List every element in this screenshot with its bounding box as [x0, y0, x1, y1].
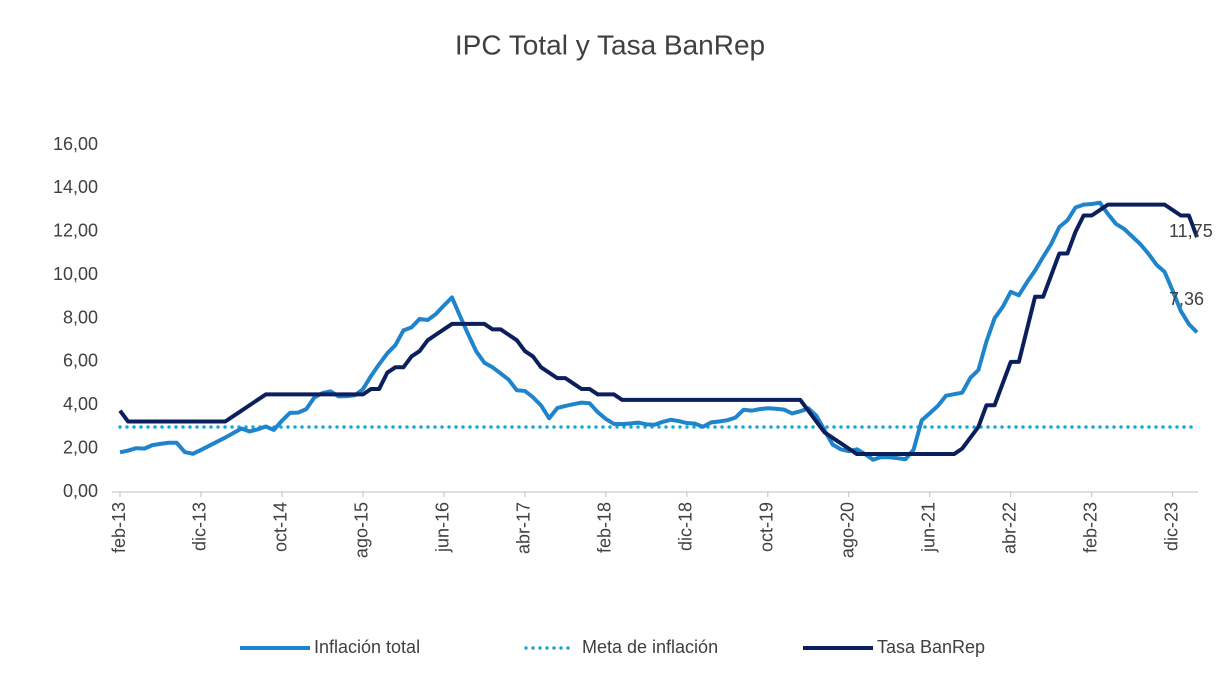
y-tick-label: 4,00	[63, 394, 98, 414]
x-tick-label: jun-16	[433, 502, 453, 553]
x-tick-label: abr-22	[1000, 502, 1020, 554]
y-tick-label: 2,00	[63, 437, 98, 457]
chart-title: IPC Total y Tasa BanRep	[455, 29, 765, 60]
x-tick-label: feb-18	[595, 502, 615, 553]
x-tick-label: dic-18	[676, 502, 696, 551]
x-tick-label: feb-13	[109, 502, 129, 553]
y-tick-label: 10,00	[53, 264, 98, 284]
x-tick-label: dic-23	[1161, 502, 1181, 551]
legend-label: Tasa BanRep	[877, 637, 985, 657]
y-tick-label: 14,00	[53, 177, 98, 197]
x-tick-label: oct-19	[757, 502, 777, 552]
x-tick-label: jun-21	[919, 502, 939, 553]
x-tick-label: abr-17	[514, 502, 534, 554]
y-tick-label: 16,00	[53, 134, 98, 154]
y-tick-label: 12,00	[53, 221, 98, 241]
data-label: 11,75	[1169, 221, 1213, 241]
legend-label: Meta de inflación	[582, 637, 718, 657]
series-line	[118, 202, 1199, 457]
x-tick-label: oct-14	[271, 502, 291, 552]
legend-label: Inflación total	[314, 637, 420, 657]
x-tick-label: ago-15	[352, 502, 372, 558]
x-tick-label: dic-13	[190, 502, 210, 551]
x-tick-label: feb-23	[1080, 502, 1100, 553]
y-tick-label: 6,00	[63, 351, 98, 371]
y-tick-label: 8,00	[63, 307, 98, 327]
y-tick-label: 0,00	[63, 481, 98, 501]
series-line	[119, 200, 1199, 462]
data-label: 7,36	[1169, 289, 1204, 309]
x-tick-label: ago-20	[838, 502, 858, 558]
